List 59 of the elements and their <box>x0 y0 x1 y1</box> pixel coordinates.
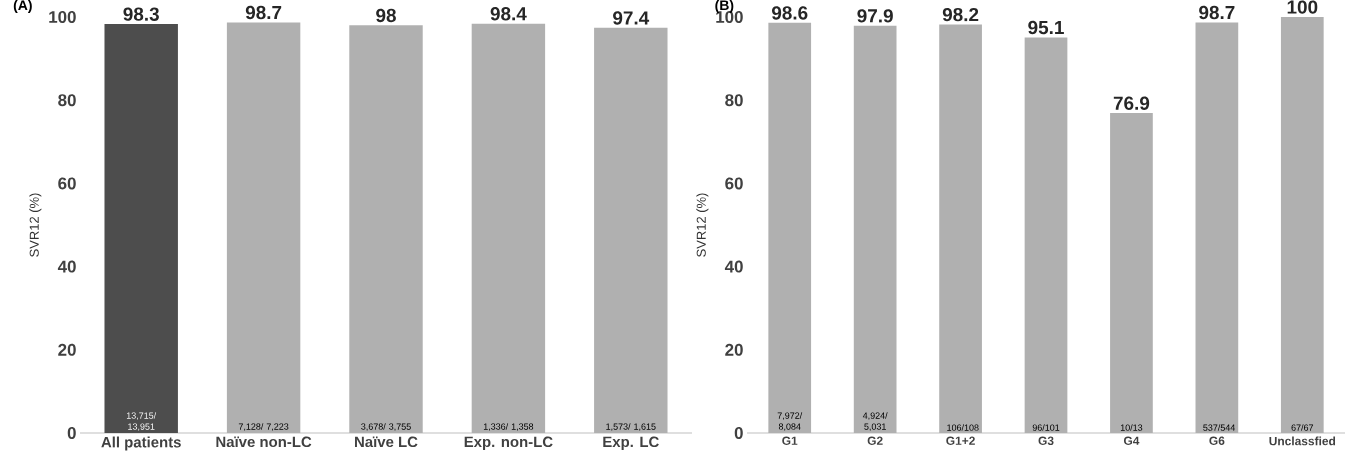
x-tick-label: G6 <box>1209 436 1225 445</box>
bar <box>939 24 982 433</box>
x-tick-label: All patients <box>101 436 181 451</box>
x-tick-label: Exp. LC <box>603 436 659 451</box>
annotation: 1,573/ 1,615 <box>606 423 656 431</box>
annotation: 7,972/ 8,084 <box>777 412 803 431</box>
annotation: 7,128/ 7,223 <box>238 423 289 431</box>
chart-title: (B) <box>715 0 734 13</box>
annotation: 3,678/ 3,755 <box>361 423 411 431</box>
y-tick-label: 80 <box>58 94 76 107</box>
annotation: 10/13 <box>1120 424 1143 431</box>
data-label: 98.6 <box>771 6 808 20</box>
y-tick-label: 20 <box>725 343 743 356</box>
x-tick-label: G3 <box>1038 436 1054 446</box>
data-label: 98.7 <box>245 5 282 20</box>
y-axis-title: SVR12 (%) <box>696 193 709 257</box>
data-label: 98.3 <box>123 7 159 21</box>
annotation: 13,715/ 13,951 <box>126 412 157 431</box>
annotation: 106/108 <box>947 424 979 431</box>
bar <box>1110 113 1153 433</box>
annotation: 96/101 <box>1032 424 1060 431</box>
bar <box>768 22 812 433</box>
y-tick-label: 0 <box>734 427 743 439</box>
annotation: 4,924/ 5,031 <box>862 412 888 431</box>
data-label: 98.2 <box>942 7 979 22</box>
data-label: 76.9 <box>1113 96 1150 110</box>
data-label: 98.7 <box>1199 5 1235 20</box>
x-tick-label: Exp. non-LC <box>464 436 553 451</box>
y-tick-label: 60 <box>725 177 743 190</box>
annotation: 67/67 <box>1291 424 1314 431</box>
x-tick-label: G4 <box>1123 436 1140 445</box>
data-label: 98 <box>376 8 396 23</box>
x-tick-label: G2 <box>867 436 883 445</box>
data-label: 95.1 <box>1028 20 1064 35</box>
x-tick-label: G1+2 <box>946 436 975 445</box>
bar <box>853 25 897 433</box>
x-tick-label: Unclassfied <box>1269 436 1336 446</box>
bar <box>1195 22 1239 433</box>
x-tick-label: G1 <box>782 436 798 445</box>
y-tick-label: 80 <box>725 94 743 107</box>
y-tick-label: 60 <box>58 177 76 190</box>
chart-title: (A) <box>13 0 32 13</box>
x-tick-label: Naïve LC <box>355 436 418 448</box>
bar <box>1280 17 1324 433</box>
y-axis-title: SVR12 (%) <box>29 193 42 257</box>
y-tick-label: 40 <box>57 260 76 273</box>
annotation: 537/544 <box>1203 424 1236 431</box>
y-tick-label: 100 <box>716 11 743 23</box>
bar <box>1024 37 1068 433</box>
x-tick-label: Naïve non-LC <box>216 436 312 448</box>
data-label: 97.4 <box>613 11 650 25</box>
y-tick-label: 0 <box>67 427 76 439</box>
annotation: 1,336/ 1,358 <box>483 423 534 431</box>
data-label: 98.4 <box>490 7 527 21</box>
data-label: 100 <box>1287 0 1318 14</box>
y-tick-label: 100 <box>49 11 76 23</box>
y-tick-label: 20 <box>58 343 76 356</box>
data-label: 97.9 <box>857 9 893 23</box>
y-tick-label: 40 <box>724 260 743 273</box>
